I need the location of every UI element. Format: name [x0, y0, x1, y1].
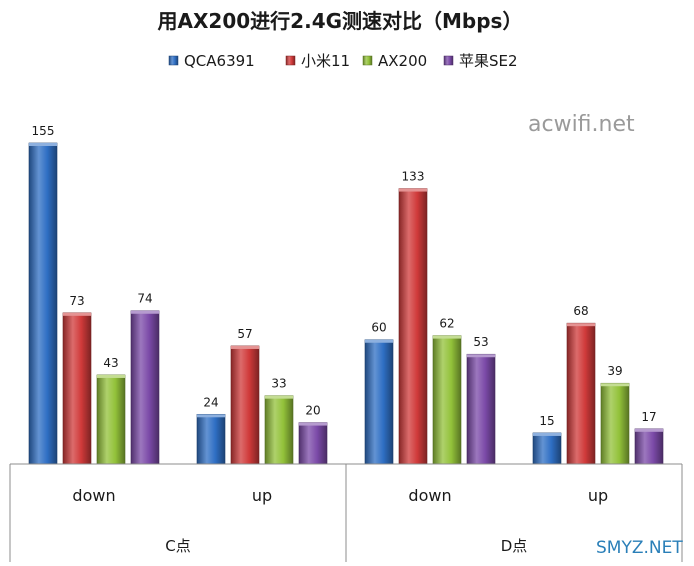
data-label: 73 [69, 294, 84, 308]
bar-top-highlight [433, 335, 461, 339]
bar [532, 432, 562, 465]
bar [634, 428, 664, 465]
bar [466, 353, 496, 465]
bar-top-highlight [533, 432, 561, 436]
data-label: 74 [137, 292, 152, 306]
bar-top-highlight [97, 374, 125, 378]
category-axis: down up down up C点 D点 [9, 463, 683, 562]
legend-entry: 小米11 [301, 52, 350, 70]
bar-top-highlight [29, 143, 57, 146]
data-label: 33 [271, 377, 286, 391]
legend-swatch [168, 55, 179, 66]
bar-top-highlight [265, 395, 293, 399]
bar [28, 142, 58, 465]
legend-swatch [285, 55, 296, 66]
bar [130, 310, 160, 465]
category-label: down [408, 486, 451, 505]
data-label: 17 [641, 410, 656, 424]
chart-title: 用AX200进行2.4G测速对比（Mbps） [158, 9, 523, 33]
bars: 155 73 43 74 24 57 33 20 60 133 62 53 15 68 39 17 [28, 124, 664, 465]
bar [230, 345, 260, 465]
data-label: 43 [103, 356, 118, 370]
bar [264, 395, 294, 465]
data-label: 62 [439, 317, 454, 331]
bar [432, 335, 462, 465]
bar-top-highlight [601, 383, 629, 387]
bar [398, 188, 428, 465]
bar [566, 322, 596, 465]
watermark-smyz: SMYZ.NET [596, 538, 683, 558]
bar [196, 413, 226, 465]
bar [298, 422, 328, 465]
bar-top-highlight [635, 428, 663, 432]
data-label: 53 [473, 335, 488, 349]
bar-top-highlight [231, 345, 259, 349]
bar-top-highlight [63, 312, 91, 316]
data-label: 15 [539, 414, 554, 428]
legend-entry: AX200 [378, 52, 427, 70]
data-label: 60 [371, 321, 386, 335]
bar-top-highlight [365, 339, 393, 343]
bar-top-highlight [197, 414, 225, 418]
data-label: 68 [573, 304, 588, 318]
data-label: 20 [305, 404, 320, 418]
bar-top-highlight [467, 354, 495, 358]
bar [600, 382, 630, 465]
bar-top-highlight [299, 422, 327, 426]
legend: QCA6391 小米11 AX200 苹果SE2 [168, 52, 518, 70]
bar [96, 374, 126, 465]
category-label: down [72, 486, 115, 505]
bar-top-highlight [131, 310, 159, 314]
group-label: D点 [501, 537, 528, 555]
legend-entry: QCA6391 [184, 52, 255, 70]
bar-top-highlight [399, 188, 427, 192]
legend-entry: 苹果SE2 [459, 52, 518, 70]
watermark-acwifi: acwifi.net [528, 112, 635, 137]
data-label: 133 [402, 170, 425, 184]
data-label: 57 [237, 327, 252, 341]
data-label: 155 [32, 124, 55, 138]
data-label: 39 [607, 364, 622, 378]
category-label: up [588, 486, 608, 505]
bar [364, 339, 394, 465]
bar-top-highlight [567, 323, 595, 327]
legend-swatch [443, 55, 454, 66]
group-label: C点 [165, 537, 190, 555]
bar [62, 312, 92, 465]
legend-swatch [362, 55, 373, 66]
category-label: up [252, 486, 272, 505]
data-label: 24 [203, 395, 218, 409]
